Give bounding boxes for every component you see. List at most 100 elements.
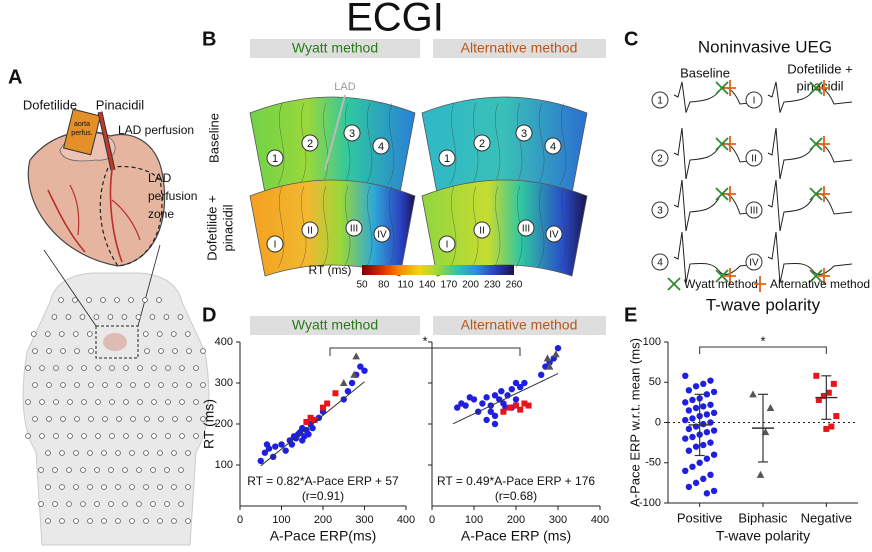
ueg-trace xyxy=(767,231,853,284)
electrode xyxy=(158,348,164,354)
electrode xyxy=(73,484,79,490)
electrode xyxy=(81,433,87,439)
electrode xyxy=(123,365,129,371)
data-point xyxy=(320,404,326,411)
colorbar-tick-label: 170 xyxy=(441,280,458,291)
site-marker xyxy=(651,253,669,271)
significance-label: * xyxy=(422,333,427,348)
site-marker xyxy=(651,201,669,219)
electrode xyxy=(53,365,59,371)
x-tick-label: 100 xyxy=(465,514,483,526)
electrode xyxy=(115,518,121,524)
y-tick-label: -50 xyxy=(645,457,661,469)
colorbar-tick-label: 140 xyxy=(419,280,436,291)
electrode xyxy=(87,331,93,337)
electrode xyxy=(67,365,73,371)
electrode xyxy=(116,416,122,422)
data-point xyxy=(339,379,348,386)
panel-label: D xyxy=(202,304,216,326)
marker-x xyxy=(667,277,681,291)
electrode xyxy=(179,433,185,439)
electrode xyxy=(172,382,178,388)
electrode xyxy=(80,467,86,473)
site-label: 2 xyxy=(479,138,485,150)
x-tick-label: 300 xyxy=(549,514,567,526)
electrode xyxy=(185,450,191,456)
ueg-trace xyxy=(673,231,759,284)
data-point xyxy=(703,428,711,436)
electrode xyxy=(66,467,72,473)
electrode xyxy=(58,297,64,303)
site-label: 2 xyxy=(307,138,313,150)
marker-x xyxy=(715,137,729,151)
site-label: 4 xyxy=(657,258,663,269)
data-point xyxy=(696,459,703,466)
data-point xyxy=(517,406,524,413)
data-point xyxy=(689,463,696,470)
method-header: Wyatt method xyxy=(292,317,378,333)
electrode xyxy=(178,467,184,473)
electrode xyxy=(109,365,115,371)
data-point xyxy=(689,415,696,422)
data-point xyxy=(454,404,461,411)
header-box xyxy=(250,39,420,58)
colorbar xyxy=(362,265,514,275)
electrode xyxy=(108,467,114,473)
colorbar-tick-label: 80 xyxy=(378,280,390,291)
data-point xyxy=(282,447,289,454)
rt-map xyxy=(249,179,416,277)
data-point xyxy=(682,467,689,474)
electrode xyxy=(150,501,156,507)
electrode xyxy=(73,331,79,337)
electrode xyxy=(87,450,93,456)
electrode xyxy=(60,348,66,354)
electrode xyxy=(38,501,44,507)
marker-x xyxy=(715,187,729,201)
data-point xyxy=(682,435,689,442)
data-point xyxy=(491,392,499,399)
ueg-trace xyxy=(767,127,853,180)
electrode xyxy=(81,399,87,405)
electrode xyxy=(46,348,52,354)
lad-line xyxy=(324,94,346,171)
electrode xyxy=(135,314,142,320)
y-tick-label: 300 xyxy=(215,377,233,389)
electrode xyxy=(116,382,122,388)
x-tick-label: 200 xyxy=(507,514,525,526)
cannula-label: aorta xyxy=(74,121,90,128)
legend-label: Wyatt method xyxy=(684,277,758,291)
electrode xyxy=(123,433,129,439)
electrode xyxy=(115,450,121,456)
site-label: I xyxy=(753,96,756,107)
data-point xyxy=(506,404,513,411)
contour xyxy=(387,185,395,269)
data-point xyxy=(682,372,689,380)
data-point xyxy=(685,425,693,433)
data-point xyxy=(766,404,775,412)
electrode xyxy=(128,297,134,303)
data-point xyxy=(324,400,331,407)
data-point xyxy=(710,388,718,396)
electrode xyxy=(136,501,142,507)
electrode xyxy=(74,416,80,422)
electrode xyxy=(73,518,79,524)
electrode xyxy=(86,297,92,303)
data-point xyxy=(707,401,714,408)
data-point xyxy=(692,404,700,412)
contour xyxy=(493,102,501,186)
data-point xyxy=(830,380,837,387)
electrode xyxy=(45,450,51,456)
torso-illustration xyxy=(22,244,210,546)
data-point xyxy=(700,403,707,410)
contour xyxy=(321,185,329,269)
contour xyxy=(321,102,329,186)
electrode xyxy=(165,399,171,405)
site-label: 1 xyxy=(444,153,450,165)
electrode xyxy=(88,382,94,388)
site-label: II xyxy=(479,226,485,237)
ueg-trace xyxy=(673,179,759,232)
data-point xyxy=(517,383,524,391)
site-label: 3 xyxy=(521,128,527,140)
y-axis-title: RT (ms) xyxy=(201,399,217,449)
data-point xyxy=(828,423,835,430)
